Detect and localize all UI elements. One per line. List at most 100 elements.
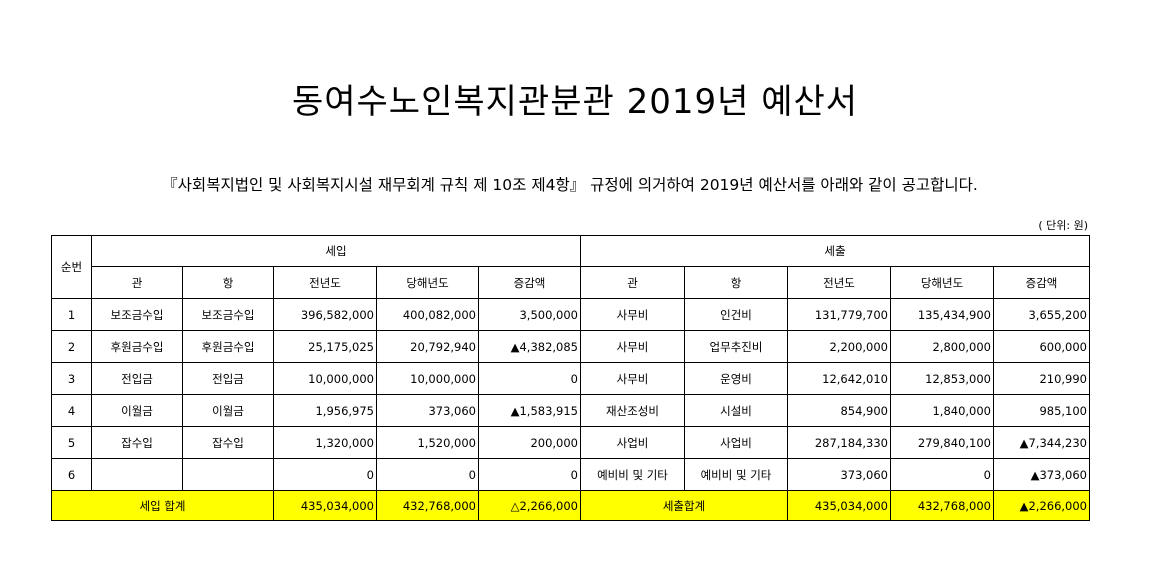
table-cell: 0: [890, 458, 994, 491]
header-row-2: 관 항 전년도 당해년도 증감액 관 항 전년도 당해년도 증감액: [52, 266, 1090, 299]
table-cell: 후원금수입: [91, 330, 183, 363]
row-number: 6: [51, 458, 92, 491]
table-cell: 600,000: [993, 330, 1090, 363]
table-cell: 12,642,010: [787, 362, 891, 395]
table-cell: 1,840,000: [890, 394, 994, 427]
header-income: 세입: [91, 235, 581, 267]
table-cell: 1,320,000: [273, 426, 377, 459]
table-cell: 예비비 및 기타: [580, 458, 685, 491]
table-cell: 20,792,940: [376, 330, 479, 363]
header-expense-gwan: 관: [580, 266, 685, 299]
table-cell: [91, 458, 183, 491]
row-number: 5: [51, 426, 92, 459]
table-cell: 전입금: [91, 362, 183, 395]
table-cell: 보조금수입: [182, 298, 274, 331]
table-cell: 0: [478, 362, 581, 395]
header-expense: 세출: [580, 235, 1090, 267]
table-cell: 854,900: [787, 394, 891, 427]
expense-total-prev: 435,034,000: [787, 490, 891, 521]
table-cell: 200,000: [478, 426, 581, 459]
table-cell: 사무비: [580, 362, 685, 395]
header-expense-hang: 항: [684, 266, 788, 299]
table-cell: 인건비: [684, 298, 788, 331]
header-income-hang: 항: [182, 266, 274, 299]
table-cell: 373,060: [787, 458, 891, 491]
table-cell: 1,520,000: [376, 426, 479, 459]
row-number: 2: [51, 330, 92, 363]
table-cell: ▲373,060: [993, 458, 1090, 491]
header-income-gwan: 관: [91, 266, 183, 299]
header-row-1: 순번 세입 세출: [51, 235, 1090, 299]
table-cell: 1,956,975: [273, 394, 377, 427]
table-cell: ▲1,583,915: [478, 394, 581, 427]
table-cell: 400,082,000: [376, 298, 479, 331]
table-cell: 사무비: [580, 330, 685, 363]
header-expense-diff: 증감액: [993, 266, 1090, 299]
table-cell: 135,434,900: [890, 298, 994, 331]
header-expense-prev: 전년도: [787, 266, 891, 299]
table-cell: 287,184,330: [787, 426, 891, 459]
table-cell: 131,779,700: [787, 298, 891, 331]
table-row: 2 후원금수입 후원금수입 25,175,025 20,792,940 ▲4,382,08…: [51, 330, 1090, 363]
table-cell: 전입금: [182, 362, 274, 395]
table-cell: 396,582,000: [273, 298, 377, 331]
table-cell: 0: [478, 458, 581, 491]
income-total-diff: △2,266,000: [478, 490, 581, 521]
table-row: 6 0 0 0 예비비 및 기타 예비비 및 기타 373,060 0 ▲373,060: [51, 458, 1090, 491]
table-cell: 사업비: [580, 426, 685, 459]
table-cell: 업무추진비: [684, 330, 788, 363]
table-cell: [182, 458, 274, 491]
table-row: 5 잡수입 잡수입 1,320,000 1,520,000 200,000 사업비 사업비 28…: [51, 426, 1090, 459]
header-income-prev: 전년도: [273, 266, 377, 299]
income-total-prev: 435,034,000: [273, 490, 377, 521]
table-cell: 운영비: [684, 362, 788, 395]
table-cell: 10,000,000: [376, 362, 479, 395]
row-number: 1: [51, 298, 92, 331]
page-title: 동여수노인복지관분관 2019년 예산서: [291, 82, 859, 122]
table-cell: 잡수입: [91, 426, 183, 459]
table-cell: ▲7,344,230: [993, 426, 1090, 459]
header-expense-curr: 당해년도: [890, 266, 994, 299]
expense-total-curr: 432,768,000: [890, 490, 994, 521]
expense-total-label: 세출합계: [580, 490, 788, 521]
header-income-diff: 증감액: [478, 266, 581, 299]
table-cell: 3,500,000: [478, 298, 581, 331]
table-cell: 잡수입: [182, 426, 274, 459]
table-cell: 985,100: [993, 394, 1090, 427]
table-cell: 사업비: [684, 426, 788, 459]
table-cell: ▲4,382,085: [478, 330, 581, 363]
page-subtitle: 『사회복지법인 및 사회복지시설 재무회계 규칙 제 10조 제4항』 규정에 …: [162, 176, 978, 194]
table-cell: 2,200,000: [787, 330, 891, 363]
table-cell: 373,060: [376, 394, 479, 427]
table-row: 3 전입금 전입금 10,000,000 10,000,000 0 사무비 운영비 12,642…: [51, 362, 1090, 395]
row-number: 4: [51, 394, 92, 427]
table-cell: 사무비: [580, 298, 685, 331]
table-row: 4 이월금 이월금 1,956,975 373,060 ▲1,583,915 재산조성비 시설…: [51, 394, 1090, 427]
table-cell: 재산조성비: [580, 394, 685, 427]
income-total-curr: 432,768,000: [376, 490, 479, 521]
table-cell: 이월금: [182, 394, 274, 427]
table-cell: 10,000,000: [273, 362, 377, 395]
row-number: 3: [51, 362, 92, 395]
table-cell: 후원금수입: [182, 330, 274, 363]
expense-total-diff: ▲2,266,000: [993, 490, 1090, 521]
income-total-label: 세입 합계: [51, 490, 274, 521]
table-row: 1 보조금수입 보조금수입 396,582,000 400,082,000 3,500,0…: [51, 298, 1090, 331]
table-cell: 12,853,000: [890, 362, 994, 395]
table-cell: 0: [376, 458, 479, 491]
table-cell: 25,175,025: [273, 330, 377, 363]
table-cell: 0: [273, 458, 377, 491]
total-row: 세입 합계 435,034,000 432,768,000 △2,266,000 세출합…: [51, 490, 1090, 521]
table-cell: 3,655,200: [993, 298, 1090, 331]
budget-table: 순번 세입 세출 관 항 전년도 당해년도 증감액 관 항 전년도 당해년도 증…: [51, 235, 1090, 521]
table-cell: 279,840,100: [890, 426, 994, 459]
table-cell: 이월금: [91, 394, 183, 427]
header-income-curr: 당해년도: [376, 266, 479, 299]
table-cell: 2,800,000: [890, 330, 994, 363]
header-no: 순번: [51, 235, 92, 299]
table-cell: 예비비 및 기타: [684, 458, 788, 491]
table-cell: 210,990: [993, 362, 1090, 395]
unit-label: ( 단위: 원): [1038, 219, 1088, 232]
table-cell: 보조금수입: [91, 298, 183, 331]
table-cell: 시설비: [684, 394, 788, 427]
